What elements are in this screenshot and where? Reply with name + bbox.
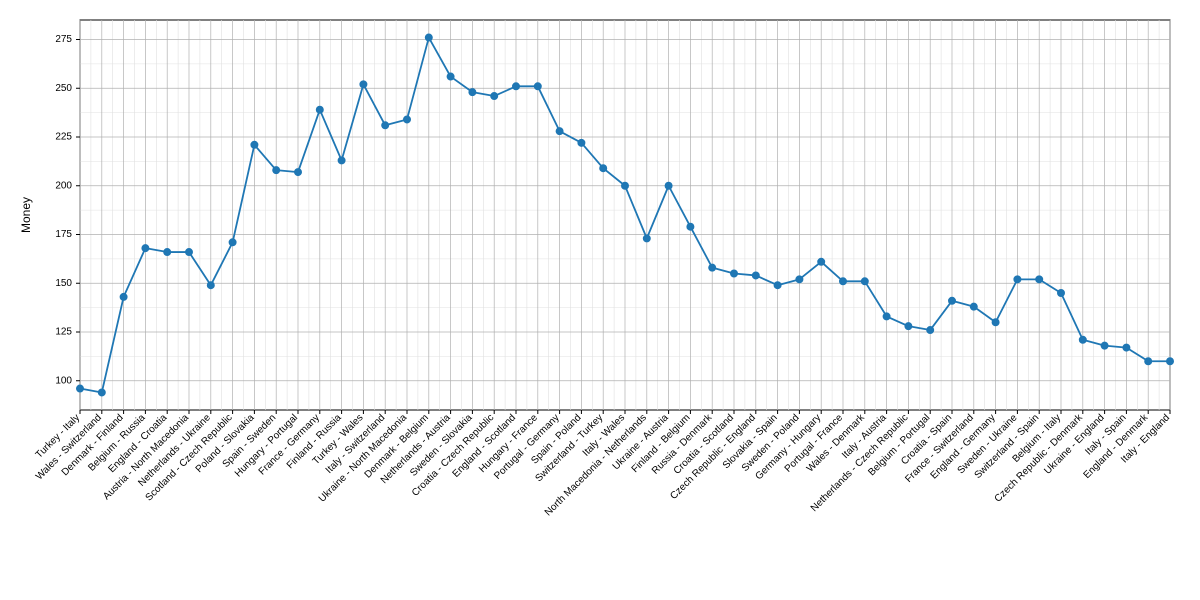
data-marker bbox=[491, 93, 498, 100]
data-marker bbox=[338, 157, 345, 164]
data-marker bbox=[905, 323, 912, 330]
data-marker bbox=[120, 293, 127, 300]
y-tick-label: 225 bbox=[55, 132, 72, 143]
data-marker bbox=[927, 327, 934, 334]
data-marker bbox=[142, 245, 149, 252]
data-marker bbox=[643, 235, 650, 242]
data-marker bbox=[513, 83, 520, 90]
data-marker bbox=[229, 239, 236, 246]
data-marker bbox=[992, 319, 999, 326]
y-tick-label: 150 bbox=[55, 278, 72, 289]
data-marker bbox=[556, 128, 563, 135]
data-marker bbox=[1014, 276, 1021, 283]
data-marker bbox=[447, 73, 454, 80]
y-tick-label: 100 bbox=[55, 375, 72, 386]
data-marker bbox=[752, 272, 759, 279]
data-marker bbox=[164, 249, 171, 256]
chart-svg: 100125150175200225250275Turkey - ItalyWa… bbox=[0, 0, 1200, 600]
data-marker bbox=[731, 270, 738, 277]
data-marker bbox=[578, 139, 585, 146]
data-marker bbox=[273, 167, 280, 174]
data-marker bbox=[861, 278, 868, 285]
data-marker bbox=[1036, 276, 1043, 283]
data-marker bbox=[949, 297, 956, 304]
data-marker bbox=[1101, 342, 1108, 349]
line-chart: 100125150175200225250275Turkey - ItalyWa… bbox=[0, 0, 1200, 600]
data-marker bbox=[818, 258, 825, 265]
data-marker bbox=[665, 182, 672, 189]
data-marker bbox=[1079, 336, 1086, 343]
data-marker bbox=[382, 122, 389, 129]
data-marker bbox=[469, 89, 476, 96]
data-marker bbox=[1123, 344, 1130, 351]
data-marker bbox=[77, 385, 84, 392]
data-marker bbox=[840, 278, 847, 285]
y-tick-label: 200 bbox=[55, 180, 72, 191]
data-marker bbox=[98, 389, 105, 396]
data-marker bbox=[796, 276, 803, 283]
y-tick-label: 275 bbox=[55, 34, 72, 45]
data-marker bbox=[883, 313, 890, 320]
data-marker bbox=[207, 282, 214, 289]
data-marker bbox=[1058, 290, 1065, 297]
data-marker bbox=[425, 34, 432, 41]
data-marker bbox=[316, 106, 323, 113]
data-marker bbox=[404, 116, 411, 123]
data-marker bbox=[687, 223, 694, 230]
data-marker bbox=[1145, 358, 1152, 365]
data-marker bbox=[360, 81, 367, 88]
data-marker bbox=[622, 182, 629, 189]
data-marker bbox=[1167, 358, 1174, 365]
data-marker bbox=[600, 165, 607, 172]
y-tick-label: 125 bbox=[55, 327, 72, 338]
data-marker bbox=[251, 141, 258, 148]
y-tick-label: 250 bbox=[55, 83, 72, 94]
data-marker bbox=[534, 83, 541, 90]
data-marker bbox=[709, 264, 716, 271]
data-marker bbox=[970, 303, 977, 310]
y-tick-label: 175 bbox=[55, 229, 72, 240]
data-marker bbox=[774, 282, 781, 289]
data-marker bbox=[295, 169, 302, 176]
data-marker bbox=[186, 249, 193, 256]
y-axis-label: Money bbox=[19, 197, 33, 233]
